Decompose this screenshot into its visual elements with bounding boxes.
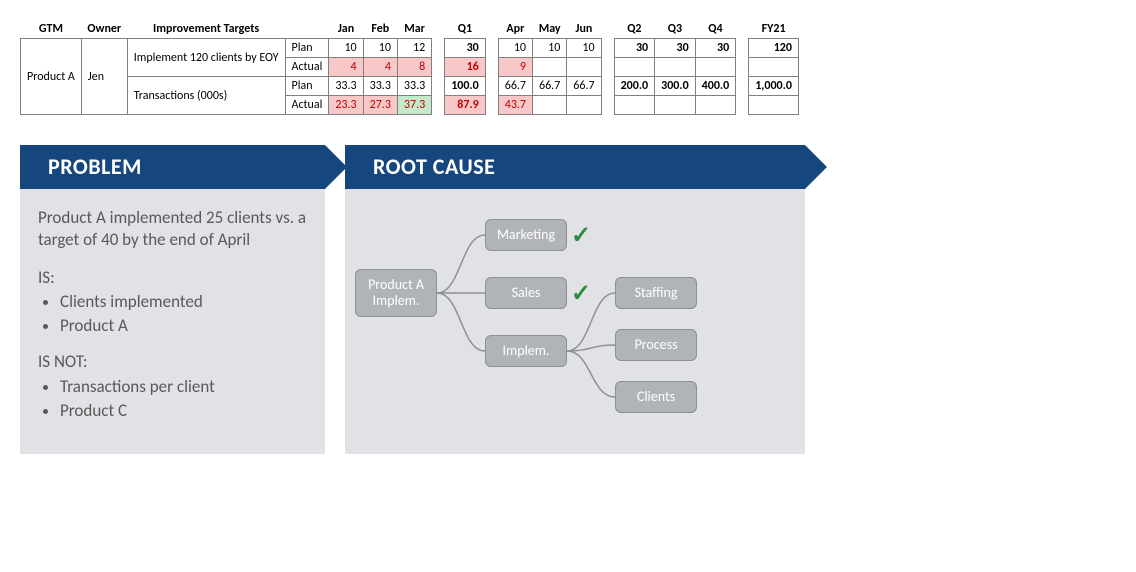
value-cell: 4	[329, 58, 363, 77]
rootcause-banner: ROOT CAUSE	[345, 145, 805, 189]
is-list: Clients implementedProduct A	[38, 291, 307, 337]
owner-cell: Jen	[81, 39, 127, 115]
value-cell: 4	[363, 58, 397, 77]
isnot-label: IS NOT:	[38, 351, 307, 373]
value-cell: 10	[533, 39, 567, 58]
gtm-cell: Product A	[21, 39, 82, 115]
value-cell: 30	[695, 39, 736, 58]
value-cell	[533, 58, 567, 77]
value-cell: 120	[749, 39, 799, 58]
value-cell	[749, 58, 799, 77]
metric-name: Implement 120 clients by EOY	[127, 39, 285, 77]
value-cell: 23.3	[329, 96, 363, 115]
value-cell: 33.3	[397, 77, 431, 96]
value-cell: 33.3	[363, 77, 397, 96]
value-cell: 300.0	[655, 77, 696, 96]
isnot-item: Transactions per client	[60, 376, 307, 398]
value-cell	[567, 58, 601, 77]
rootcause-panel: ROOT CAUSE Product AImplem. Marketing✓Sal…	[345, 145, 805, 454]
tree-node-mkt: Marketing	[485, 219, 567, 251]
problem-banner: PROBLEM	[20, 145, 325, 189]
targets-table: GTMOwnerImprovement TargetsJanFebMarQ1Ap…	[20, 20, 799, 115]
value-cell: 12	[397, 39, 431, 58]
tree-node-impl: Implem.	[485, 335, 567, 367]
metric-name: Transactions (000s)	[127, 77, 285, 115]
is-item: Clients implemented	[60, 291, 307, 313]
value-cell: 200.0	[614, 77, 655, 96]
actual-label: Actual	[285, 58, 329, 77]
value-cell	[567, 96, 601, 115]
value-cell: 100.0	[445, 77, 486, 96]
tree-node-cli: Clients	[615, 381, 697, 413]
value-cell: 87.9	[445, 96, 486, 115]
value-cell: 43.7	[498, 96, 532, 115]
isnot-list: Transactions per clientProduct C	[38, 376, 307, 422]
value-cell: 33.3	[329, 77, 363, 96]
check-icon: ✓	[571, 221, 591, 250]
is-label: IS:	[38, 267, 307, 289]
tree-node-proc: Process	[615, 329, 697, 361]
tree-node-staff: Staffing	[615, 277, 697, 309]
is-item: Product A	[60, 315, 307, 337]
value-cell	[695, 58, 736, 77]
value-cell: 10	[567, 39, 601, 58]
value-cell: 10	[329, 39, 363, 58]
value-cell: 30	[655, 39, 696, 58]
value-cell: 27.3	[363, 96, 397, 115]
value-cell	[533, 96, 567, 115]
rootcause-tree: Product AImplem.Marketing✓Sales✓Implem.S…	[345, 189, 805, 419]
value-cell	[614, 96, 655, 115]
value-cell	[695, 96, 736, 115]
actual-label: Actual	[285, 96, 329, 115]
value-cell: 37.3	[397, 96, 431, 115]
value-cell: 1,000.0	[749, 77, 799, 96]
isnot-item: Product C	[60, 400, 307, 422]
check-icon: ✓	[571, 279, 591, 308]
value-cell	[655, 96, 696, 115]
plan-label: Plan	[285, 39, 329, 58]
tree-node-root: Product AImplem.	[355, 269, 437, 317]
value-cell: 66.7	[498, 77, 532, 96]
value-cell	[614, 58, 655, 77]
value-cell: 16	[445, 58, 486, 77]
targets-table-wrap: GTMOwnerImprovement TargetsJanFebMarQ1Ap…	[20, 20, 1116, 115]
value-cell: 400.0	[695, 77, 736, 96]
value-cell: 66.7	[567, 77, 601, 96]
value-cell: 10	[363, 39, 397, 58]
value-cell: 8	[397, 58, 431, 77]
value-cell	[749, 96, 799, 115]
plan-label: Plan	[285, 77, 329, 96]
value-cell: 66.7	[533, 77, 567, 96]
problem-body: Product A implemented 25 clients vs. a t…	[20, 189, 325, 422]
value-cell: 9	[498, 58, 532, 77]
analysis-panels: PROBLEM Product A implemented 25 clients…	[20, 145, 1116, 454]
problem-statement: Product A implemented 25 clients vs. a t…	[38, 207, 307, 251]
value-cell: 30	[445, 39, 486, 58]
tree-node-sales: Sales	[485, 277, 567, 309]
value-cell	[655, 58, 696, 77]
value-cell: 30	[614, 39, 655, 58]
problem-panel: PROBLEM Product A implemented 25 clients…	[20, 145, 325, 454]
value-cell: 10	[498, 39, 532, 58]
